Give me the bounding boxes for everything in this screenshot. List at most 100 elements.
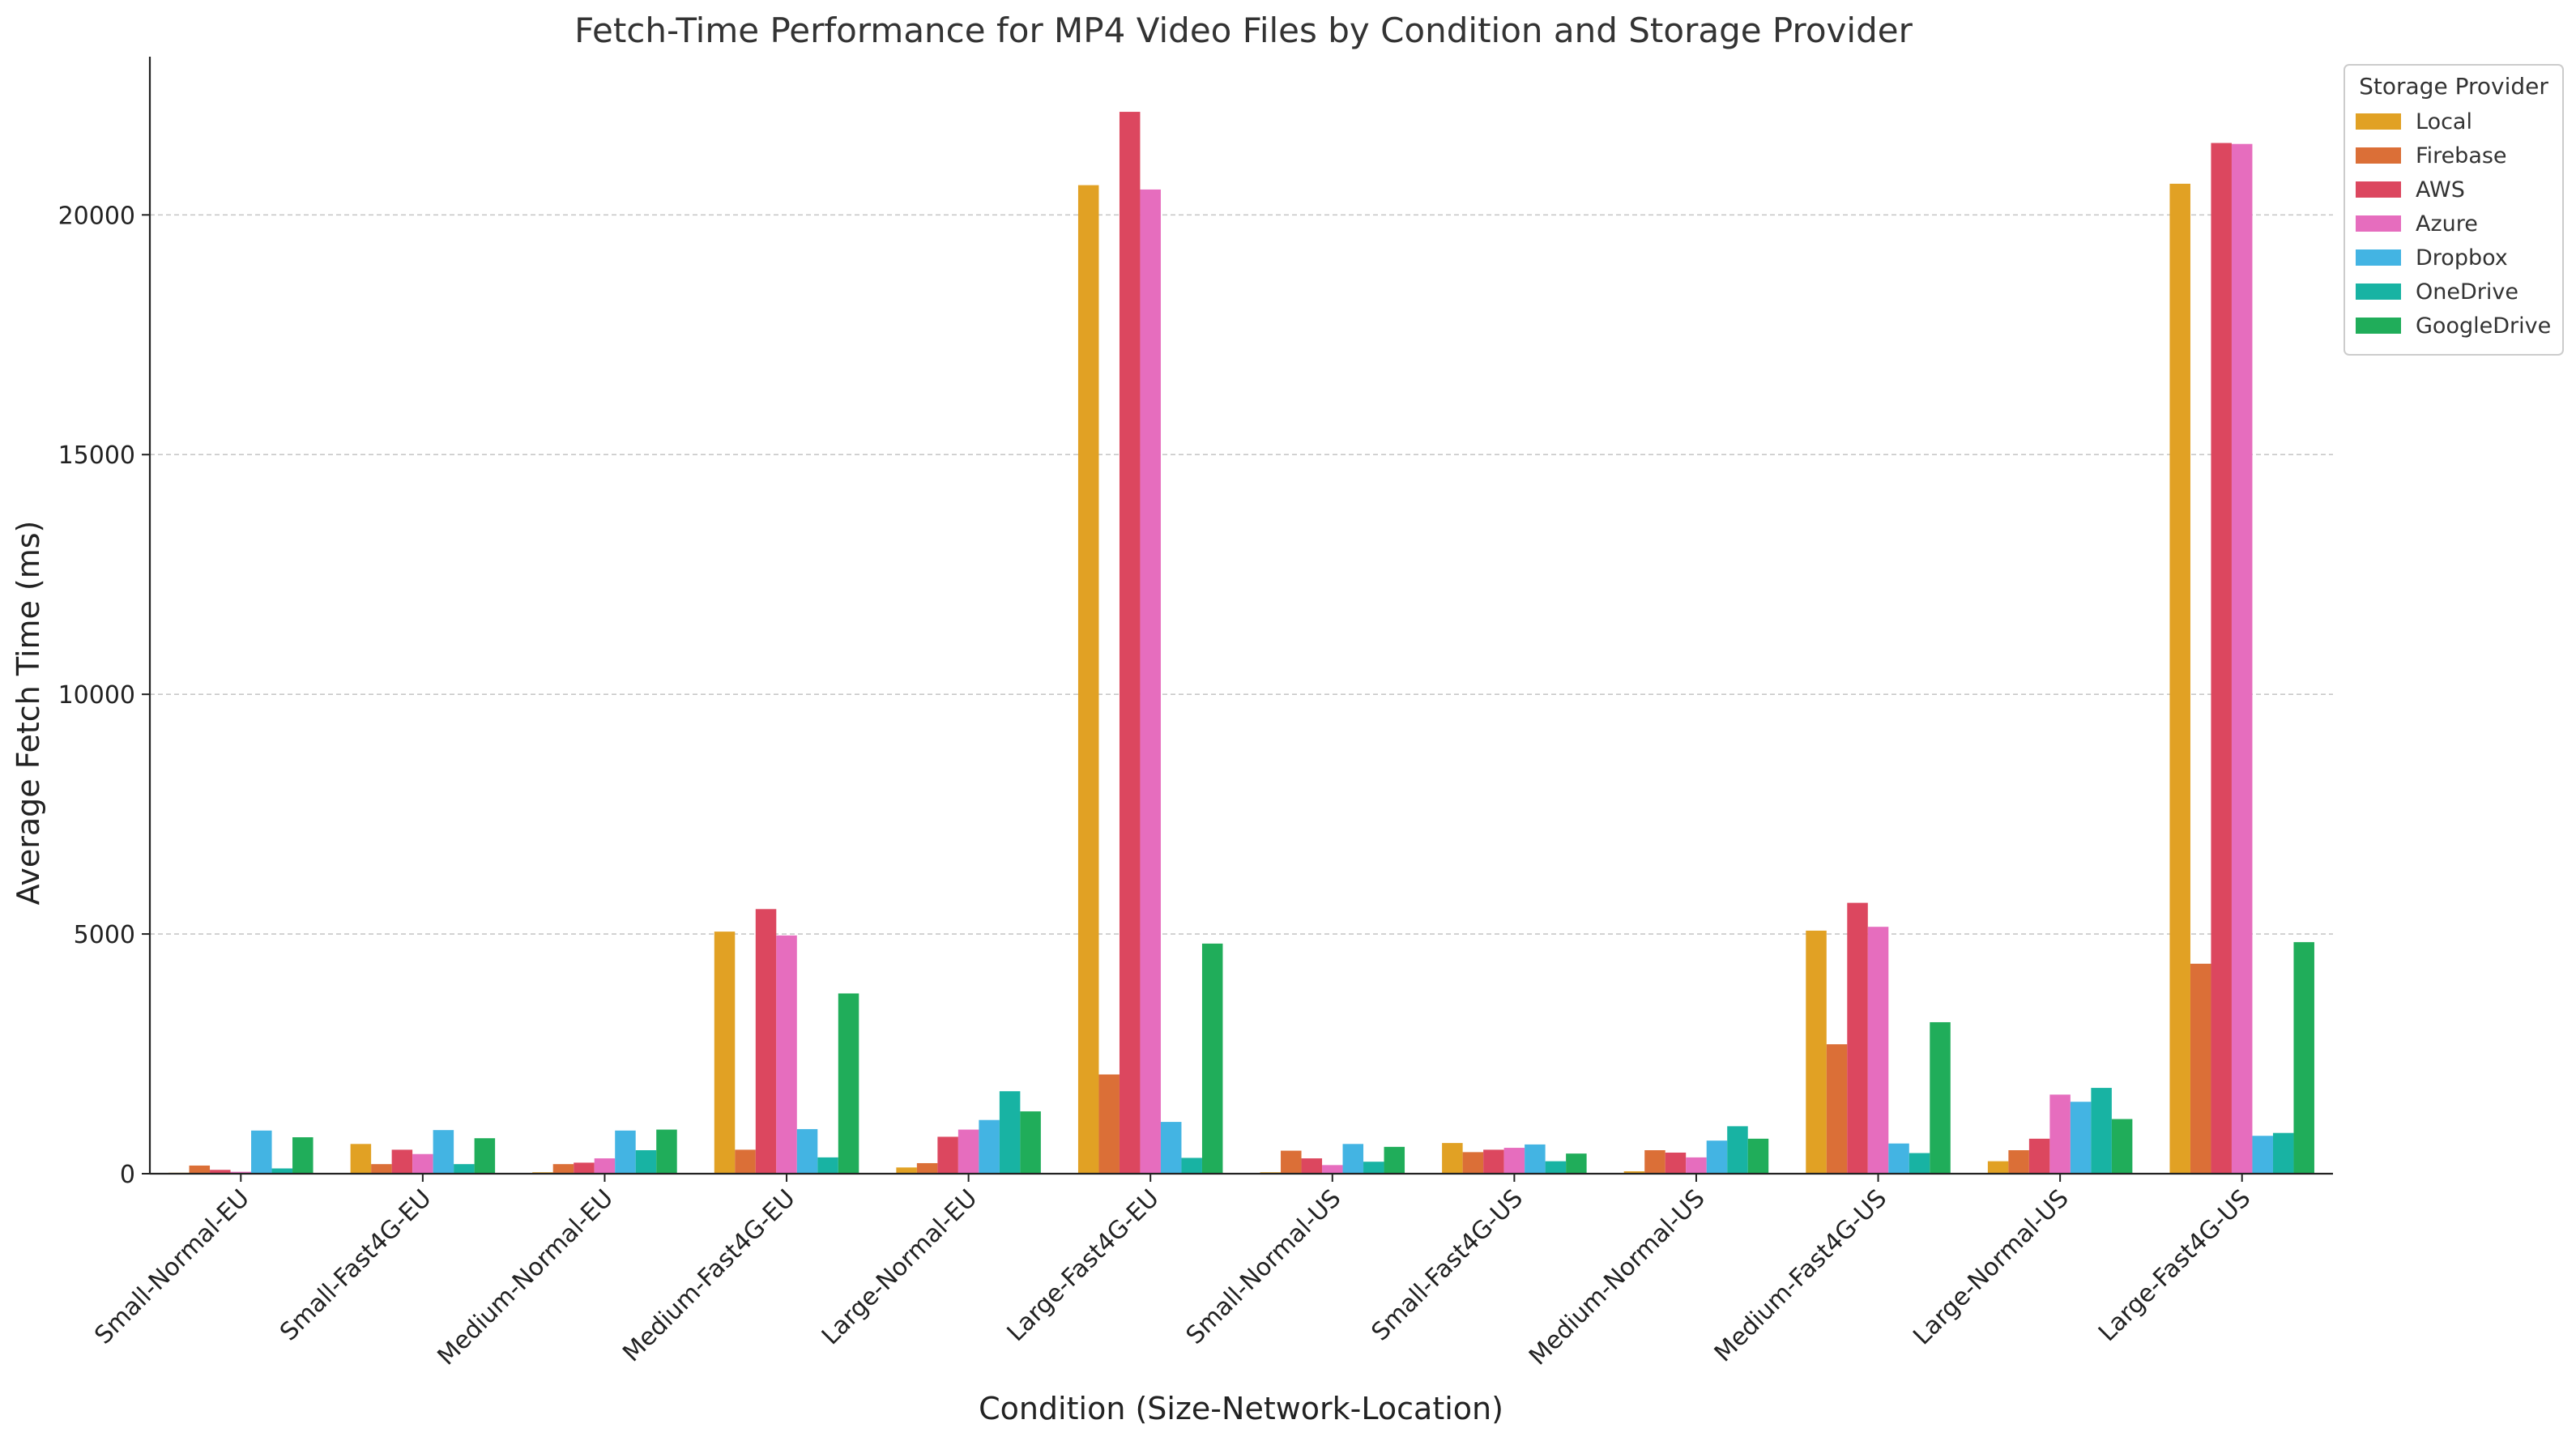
bar-azure-small-normal-us [1322, 1165, 1343, 1174]
bar-firebase-medium-fast4g-eu [735, 1149, 756, 1174]
bar-azure-large-normal-us [2049, 1094, 2071, 1174]
bar-onedrive-small-fast4g-us [1545, 1161, 1567, 1174]
legend-swatch-onedrive [2356, 284, 2401, 300]
y-axis-ticks: 0 5000 10000 15000 20000 [58, 202, 150, 1189]
bar-onedrive-medium-normal-eu [635, 1149, 657, 1174]
bar-firebase-large-fast4g-us [2190, 963, 2211, 1174]
bar-azure-medium-normal-us [1686, 1157, 1707, 1174]
bar-onedrive-small-normal-eu [271, 1168, 293, 1174]
bar-firebase-small-fast4g-eu [371, 1164, 392, 1174]
chart-title: Fetch-Time Performance for MP4 Video Fil… [574, 11, 1913, 50]
bar-googledrive-large-normal-us [2111, 1119, 2133, 1174]
bar-aws-large-normal-eu [937, 1136, 958, 1174]
bar-dropbox-large-normal-eu [979, 1119, 1000, 1174]
bar-aws-small-fast4g-us [1483, 1149, 1504, 1174]
bar-dropbox-large-normal-us [2070, 1102, 2092, 1174]
bar-aws-small-fast4g-eu [391, 1149, 413, 1174]
axes [148, 57, 2333, 1175]
bar-aws-small-normal-us [1301, 1158, 1323, 1174]
bar-googledrive-small-fast4g-eu [474, 1138, 496, 1174]
bar-firebase-small-fast4g-us [1462, 1152, 1484, 1174]
bar-aws-medium-normal-us [1665, 1152, 1687, 1174]
bar-firebase-medium-fast4g-us [1826, 1044, 1848, 1174]
bar-firebase-large-normal-eu [916, 1162, 938, 1174]
bar-firebase-medium-normal-eu [552, 1164, 574, 1174]
bar-googledrive-medium-fast4g-eu [838, 993, 859, 1174]
bar-firebase-large-normal-us [2008, 1149, 2029, 1174]
bar-onedrive-large-normal-eu [999, 1091, 1021, 1174]
legend-label-aws: AWS [2416, 177, 2465, 203]
bars [168, 112, 2314, 1175]
bar-local-medium-normal-us [1623, 1171, 1645, 1174]
bar-local-large-normal-eu [896, 1167, 917, 1174]
bar-dropbox-small-fast4g-us [1525, 1144, 1546, 1174]
bar-dropbox-large-fast4g-us [2252, 1136, 2273, 1174]
bar-googledrive-medium-normal-eu [656, 1129, 677, 1174]
bar-aws-small-normal-eu [210, 1170, 231, 1174]
bar-dropbox-medium-fast4g-us [1888, 1143, 1909, 1174]
bar-onedrive-large-fast4g-eu [1181, 1157, 1202, 1174]
legend-swatch-local [2356, 113, 2401, 130]
bar-googledrive-small-normal-us [1384, 1146, 1405, 1174]
bar-dropbox-small-normal-eu [251, 1130, 272, 1174]
bar-onedrive-large-fast4g-us [2272, 1132, 2294, 1174]
bar-local-small-fast4g-eu [350, 1144, 372, 1174]
bar-local-large-fast4g-eu [1077, 185, 1099, 1174]
bar-aws-large-fast4g-eu [1119, 112, 1141, 1174]
legend-label-firebase: Firebase [2416, 143, 2507, 168]
bar-azure-medium-fast4g-eu [776, 935, 797, 1174]
bar-azure-large-normal-eu [957, 1129, 979, 1174]
x-axis-title: Condition (Size-Network-Location) [979, 1391, 1503, 1426]
bar-firebase-large-fast4g-eu [1098, 1074, 1120, 1174]
legend-title: Storage Provider [2359, 73, 2548, 100]
bar-azure-small-normal-eu [230, 1171, 252, 1174]
bar-googledrive-small-fast4g-us [1566, 1153, 1587, 1174]
legend-swatch-googledrive [2356, 318, 2401, 334]
gridlines [150, 214, 2333, 935]
bar-googledrive-large-fast4g-us [2293, 942, 2314, 1174]
bar-onedrive-small-normal-us [1363, 1162, 1384, 1174]
legend-label-googledrive: GoogleDrive [2416, 313, 2551, 339]
bar-googledrive-medium-fast4g-us [1930, 1021, 1951, 1174]
bar-dropbox-small-normal-us [1342, 1144, 1364, 1174]
bar-local-large-normal-us [1987, 1161, 2009, 1174]
bar-dropbox-medium-normal-us [1706, 1140, 1728, 1174]
bar-azure-large-fast4g-us [2231, 143, 2253, 1175]
bar-azure-large-fast4g-eu [1140, 189, 1161, 1175]
bar-firebase-small-normal-eu [189, 1165, 211, 1174]
bar-aws-large-fast4g-us [2211, 143, 2232, 1174]
bar-aws-large-normal-us [2028, 1138, 2050, 1174]
bar-dropbox-large-fast4g-eu [1160, 1122, 1182, 1174]
y-tick-label: 0 [120, 1161, 135, 1189]
bar-dropbox-medium-normal-eu [615, 1130, 636, 1174]
bar-aws-medium-normal-eu [574, 1162, 595, 1174]
bar-onedrive-small-fast4g-eu [454, 1164, 475, 1174]
bar-onedrive-medium-normal-us [1727, 1126, 1748, 1174]
legend-label-dropbox: Dropbox [2416, 245, 2508, 271]
y-tick-label: 10000 [58, 681, 135, 710]
bar-azure-medium-fast4g-us [1867, 927, 1889, 1174]
legend-swatch-firebase [2356, 147, 2401, 164]
bar-onedrive-medium-fast4g-us [1909, 1153, 1930, 1174]
bar-dropbox-medium-fast4g-eu [796, 1128, 818, 1174]
bar-local-medium-fast4g-eu [714, 932, 736, 1174]
legend-label-azure: Azure [2416, 211, 2478, 237]
bar-googledrive-large-fast4g-eu [1201, 943, 1223, 1174]
bar-azure-medium-normal-eu [594, 1158, 616, 1174]
y-axis-title: Average Fetch Time (ms) [11, 521, 46, 906]
bar-azure-small-fast4g-eu [412, 1153, 433, 1174]
bar-onedrive-medium-fast4g-eu [817, 1157, 838, 1174]
legend-swatch-azure [2356, 215, 2401, 232]
legend-box [2344, 64, 2564, 356]
bar-googledrive-small-normal-eu [292, 1137, 313, 1174]
legend-label-local: Local [2416, 109, 2472, 134]
y-tick-label: 15000 [58, 441, 135, 470]
bar-azure-small-fast4g-us [1503, 1148, 1525, 1174]
bar-googledrive-medium-normal-us [1747, 1138, 1769, 1174]
bar-local-small-fast4g-us [1442, 1143, 1463, 1174]
legend: Storage Provider Local Firebase AWS Azure Dro… [2344, 64, 2564, 356]
y-tick-label: 20000 [58, 202, 135, 230]
legend-swatch-dropbox [2356, 249, 2401, 266]
